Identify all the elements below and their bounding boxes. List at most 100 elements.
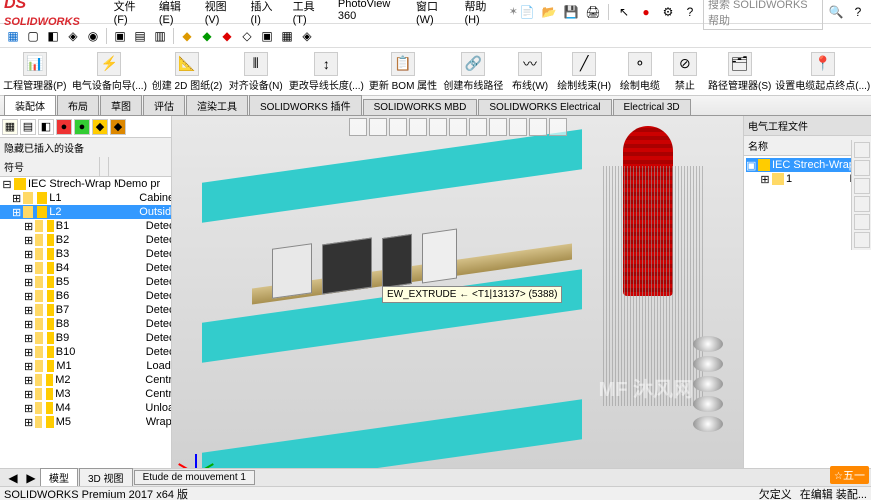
menu-视图(V)[interactable]: 视图(V) <box>199 0 243 28</box>
tp-2[interactable] <box>854 160 870 176</box>
btab-0[interactable]: 模型 <box>40 468 78 487</box>
ptab-3[interactable]: ◧ <box>38 119 54 135</box>
tab-2[interactable]: 草图 <box>100 95 142 115</box>
options-icon[interactable]: ⚙ <box>659 3 677 21</box>
ribbon-10[interactable]: ⊘禁止 <box>669 50 701 94</box>
ptab-4[interactable]: ● <box>56 119 72 135</box>
vt-3[interactable] <box>389 118 407 136</box>
tb-6[interactable]: ▣ <box>111 27 129 45</box>
tb-7[interactable]: ▤ <box>131 27 149 45</box>
vt-1[interactable] <box>349 118 367 136</box>
bt-prev[interactable]: ◀ <box>4 469 22 487</box>
tree-row-B10[interactable]: ⊞B10Detector <box>0 345 171 359</box>
menu-窗口(W)[interactable]: 窗口(W) <box>410 0 456 28</box>
tp-3[interactable] <box>854 178 870 194</box>
vt-9[interactable] <box>509 118 527 136</box>
tree-row-M5[interactable]: ⊞M5Wrapper <box>0 415 171 429</box>
tree-root[interactable]: ⊟IEC Strech-Wrap MachiDemo pr <box>0 177 171 191</box>
open-icon[interactable]: 📂 <box>540 3 558 21</box>
ribbon-12[interactable]: 📍设置电缆起点终点(...) <box>779 50 867 94</box>
tb-1[interactable]: ▦ <box>4 27 22 45</box>
tree-row-B1[interactable]: ⊞B1Detector <box>0 219 171 233</box>
col-2[interactable] <box>100 157 109 176</box>
cursor-icon[interactable]: ↖ <box>615 3 633 21</box>
tree-row-L1[interactable]: ⊞L1Cabinet <box>0 191 171 205</box>
vt-6[interactable] <box>449 118 467 136</box>
tab-3[interactable]: 评估 <box>143 95 185 115</box>
new-icon[interactable]: 📄 <box>518 3 536 21</box>
tb-14[interactable]: ▦ <box>278 27 296 45</box>
rebuild-icon[interactable]: ● <box>637 3 655 21</box>
ptab-1[interactable]: ▦ <box>2 119 18 135</box>
ribbon-7[interactable]: 〰布线(W) <box>511 50 550 94</box>
menu-工具(T)[interactable]: 工具(T) <box>287 0 330 28</box>
tab-7[interactable]: SOLIDWORKS Electrical <box>478 99 611 115</box>
vt-2[interactable] <box>369 118 387 136</box>
ptab-7[interactable]: ◆ <box>110 119 126 135</box>
tb-3[interactable]: ◧ <box>44 27 62 45</box>
help2-icon[interactable]: ? <box>849 3 867 21</box>
tree-row-M4[interactable]: ⊞M4Unload c <box>0 401 171 415</box>
col-symbol[interactable]: 符号 <box>0 157 100 176</box>
ribbon-4[interactable]: ↕更改导线长度(...) <box>291 50 363 94</box>
tp-1[interactable] <box>854 142 870 158</box>
menu-编辑(E)[interactable]: 编辑(E) <box>153 0 197 28</box>
tree-row-L2[interactable]: ⊞L2Outside <box>0 205 171 219</box>
tab-5[interactable]: SOLIDWORKS 插件 <box>249 95 362 115</box>
tb-9[interactable]: ◆ <box>178 27 196 45</box>
tree-row-M1[interactable]: ⊞M1Load co <box>0 359 171 373</box>
tree-row-B3[interactable]: ⊞B3Detector <box>0 247 171 261</box>
vt-10[interactable] <box>529 118 547 136</box>
vt-8[interactable] <box>489 118 507 136</box>
save-icon[interactable]: 💾 <box>562 3 580 21</box>
ptab-6[interactable]: ◆ <box>92 119 108 135</box>
tb-13[interactable]: ▣ <box>258 27 276 45</box>
ribbon-8[interactable]: ╱绘制线束(H) <box>557 50 611 94</box>
ribbon-0[interactable]: 📊工程管理器(P) <box>4 50 66 94</box>
help-icon[interactable]: ? <box>681 3 699 21</box>
tree-row-M3[interactable]: ⊞M3Central c <box>0 387 171 401</box>
tree-row-B7[interactable]: ⊞B7Detector <box>0 303 171 317</box>
menu-帮助(H)[interactable]: 帮助(H) <box>458 0 502 28</box>
tb-15[interactable]: ◈ <box>298 27 316 45</box>
ribbon-2[interactable]: 📐创建 2D 图纸(2) <box>153 50 221 94</box>
tb-8[interactable]: ▥ <box>151 27 169 45</box>
tab-0[interactable]: 装配体 <box>4 95 56 115</box>
menu-插入(I)[interactable]: 插入(I) <box>245 0 285 28</box>
tab-4[interactable]: 渲染工具 <box>186 95 248 115</box>
tb-12[interactable]: ◇ <box>238 27 256 45</box>
device-tree[interactable]: ⊟IEC Strech-Wrap MachiDemo pr⊞L1Cabinet⊞… <box>0 177 171 482</box>
tab-8[interactable]: Electrical 3D <box>613 99 691 115</box>
tb-2[interactable]: ▢ <box>24 27 42 45</box>
ptab-2[interactable]: ▤ <box>20 119 36 135</box>
ribbon-6[interactable]: 🔗创建布线路径 <box>444 50 503 94</box>
ribbon-1[interactable]: ⚡电气设备向导(...) <box>74 50 146 94</box>
tp-4[interactable] <box>854 196 870 212</box>
vt-7[interactable] <box>469 118 487 136</box>
vt-11[interactable] <box>549 118 567 136</box>
tree-row-B9[interactable]: ⊞B9Detector <box>0 331 171 345</box>
tree-row-B8[interactable]: ⊞B8Detector <box>0 317 171 331</box>
tp-6[interactable] <box>854 232 870 248</box>
ribbon-9[interactable]: ⚬绘制电缆 <box>619 50 661 94</box>
tab-6[interactable]: SOLIDWORKS MBD <box>363 99 478 115</box>
pin-icon[interactable]: ✶ <box>509 5 518 18</box>
menu-PhotoView 360[interactable]: PhotoView 360 <box>332 0 408 28</box>
tb-4[interactable]: ◈ <box>64 27 82 45</box>
tb-11[interactable]: ◆ <box>218 27 236 45</box>
tree-row-M2[interactable]: ⊞M2Central c <box>0 373 171 387</box>
menu-文件(F)[interactable]: 文件(F) <box>108 0 151 28</box>
btab-2[interactable]: Etude de mouvement 1 <box>134 470 255 485</box>
tb-5[interactable]: ◉ <box>84 27 102 45</box>
ribbon-5[interactable]: 📋更新 BOM 属性 <box>370 50 436 94</box>
tree-row-B2[interactable]: ⊞B2Detector <box>0 233 171 247</box>
tab-1[interactable]: 布局 <box>57 95 99 115</box>
viewport-3d[interactable]: EW_EXTRUDE ← <T1|13137> (5388) MF 沐风网 <box>172 116 743 482</box>
vt-5[interactable] <box>429 118 447 136</box>
bt-next[interactable]: ▶ <box>22 469 40 487</box>
vt-4[interactable] <box>409 118 427 136</box>
ribbon-3[interactable]: ⫴对齐设备(N) <box>229 50 283 94</box>
btab-1[interactable]: 3D 视图 <box>79 468 133 487</box>
search-input[interactable]: 搜索 SOLIDWORKS 帮助 <box>703 0 823 30</box>
tree-row-B5[interactable]: ⊞B5Detector <box>0 275 171 289</box>
